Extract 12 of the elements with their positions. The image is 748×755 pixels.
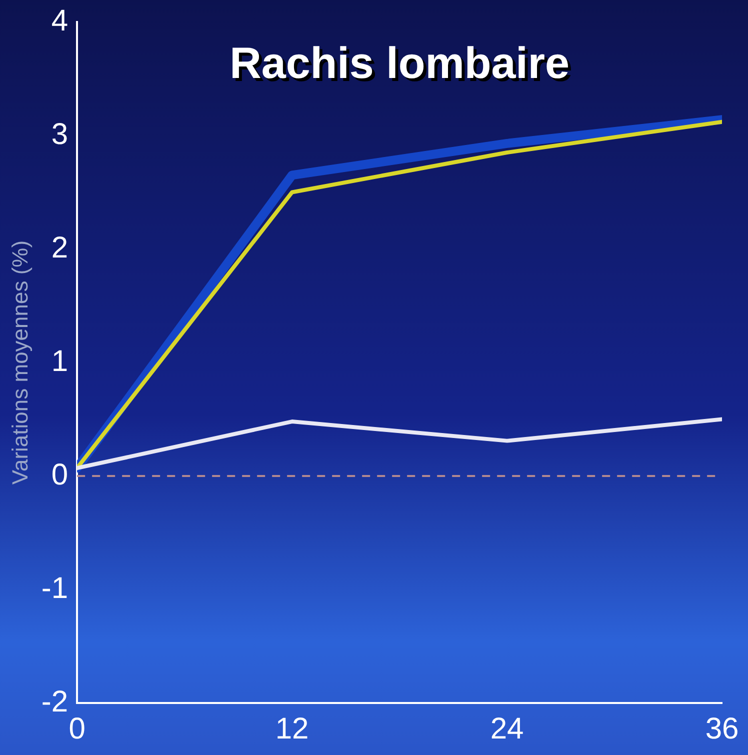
y-tick-label: 2 bbox=[51, 231, 68, 264]
y-tick-label: 4 bbox=[51, 4, 68, 38]
y-tick-label: 0 bbox=[51, 458, 68, 492]
y-axis-title: Variations moyennes (%) bbox=[7, 240, 32, 485]
x-tick-label: 36 bbox=[705, 712, 739, 746]
x-tick-label: 24 bbox=[490, 712, 524, 746]
text: Rachis lombaire bbox=[232, 42, 572, 92]
x-tick-label: 12 bbox=[275, 712, 309, 746]
y-tick-label: 3 bbox=[51, 118, 68, 151]
y-tick-label: -1 bbox=[41, 572, 68, 605]
y-tick-label: 1 bbox=[51, 344, 68, 378]
y-tick-label: -2 bbox=[41, 685, 68, 718]
